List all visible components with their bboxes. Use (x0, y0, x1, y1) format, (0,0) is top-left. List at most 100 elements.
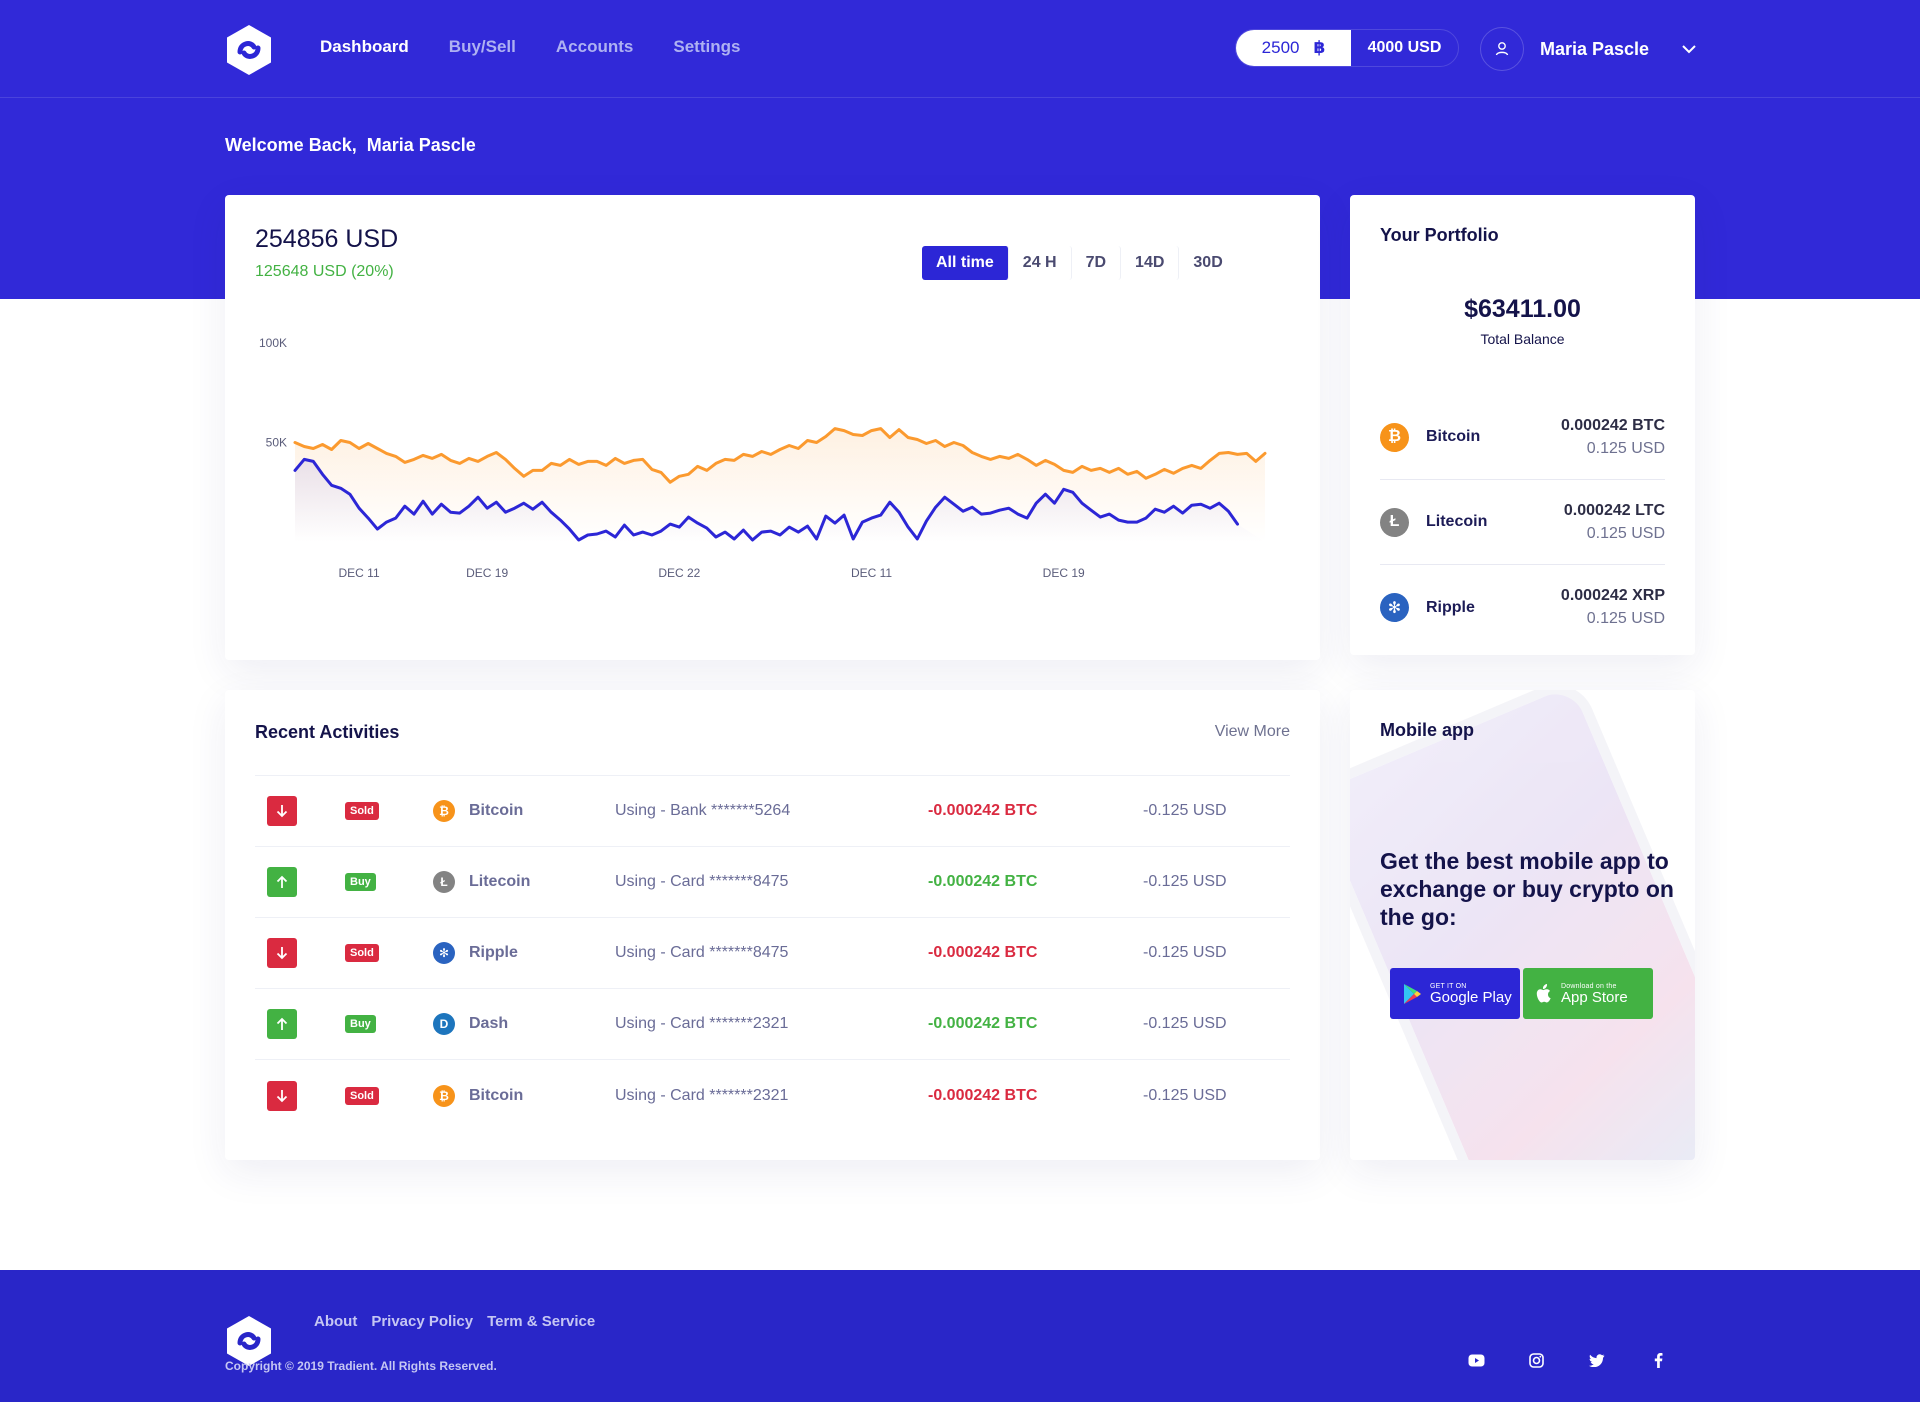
footer-logo[interactable] (225, 1315, 273, 1367)
price-chart: 100K 50K DEC 11 DEC 19 DEC 22 DEC 11 DEC 19 (259, 336, 1267, 580)
twitter-icon[interactable] (1587, 1350, 1607, 1370)
x-tick-label: DEC 19 (1043, 566, 1085, 580)
portfolio-card: Your Portfolio $63411.00 Total Balance ₿… (1350, 195, 1695, 655)
google-play-small: GET IT ON (1430, 982, 1467, 990)
dash-icon: D (433, 1013, 455, 1035)
portfolio-total-balance: $63411.00 (1464, 295, 1581, 323)
footer-link-terms[interactable]: Term & Service (487, 1313, 596, 1330)
asset-usd: 0.125 USD (1586, 610, 1665, 627)
range-all-time[interactable]: All time (922, 246, 1009, 280)
user-menu[interactable]: Maria Pascle (1480, 27, 1697, 71)
crypto-amount: -0.000242 BTC (928, 873, 1038, 890)
coin-name: Bitcoin (469, 1086, 524, 1104)
status-badge: Sold (345, 1086, 379, 1105)
balance-pill[interactable]: 2500 ฿ 4000 USD (1235, 29, 1459, 67)
user-name[interactable]: Maria Pascle (1540, 38, 1650, 59)
footer-links: About Privacy Policy Term & Service (314, 1313, 595, 1330)
activity-row[interactable]: Sold ₿ Bitcoin Using - Bank *******5264 … (255, 776, 1290, 847)
usd-amount: -0.125 USD (1143, 1086, 1227, 1104)
portfolio-total-label: Total Balance (1480, 331, 1565, 347)
google-play-icon (1404, 983, 1421, 1004)
balance-change: 125648 USD (20%) (255, 263, 394, 280)
asset-name: Litecoin (1426, 513, 1488, 530)
series-area-1 (295, 459, 1265, 542)
arrow-up-icon (267, 1009, 297, 1039)
status-badge: Buy (345, 873, 376, 891)
logo-icon (227, 1316, 271, 1366)
coin-name: Ripple (469, 944, 518, 961)
portfolio-asset-ripple[interactable]: ✻ Ripple 0.000242 XRP 0.125 USD (1380, 565, 1665, 650)
usd-amount: -0.125 USD (1143, 873, 1227, 890)
arrow-down-icon (267, 938, 297, 968)
welcome-greeting: Welcome Back, (225, 135, 357, 155)
coin-name: Dash (469, 1015, 509, 1032)
bitcoin-icon: ₿ (433, 1084, 455, 1107)
bitcoin-icon: ₿ (433, 800, 455, 822)
logo[interactable] (225, 24, 273, 76)
welcome-message: Welcome Back, Maria Pascle (225, 135, 476, 156)
youtube-icon[interactable] (1466, 1350, 1486, 1370)
mobile-app-card: Mobile app Get the best mobile app to ex… (1350, 690, 1695, 1160)
copyright: Copyright © 2019 Tradient. All Rights Re… (225, 1359, 497, 1373)
range-14d[interactable]: 14D (1121, 246, 1180, 280)
usd-balance: 4000 USD (1367, 39, 1442, 56)
google-play-button[interactable]: GET IT ON Google Play (1390, 968, 1520, 1019)
arrow-up-icon (267, 867, 297, 897)
activities-list: Sold ₿ Bitcoin Using - Bank *******5264 … (255, 775, 1290, 1131)
arrow-down-icon (267, 796, 297, 826)
app-store-button[interactable]: Download on the App Store (1523, 968, 1653, 1019)
asset-amount: 0.000242 XRP (1560, 587, 1665, 604)
welcome-name: Maria Pascle (366, 135, 476, 155)
mobile-app-title: Mobile app (1380, 720, 1474, 740)
user-icon (1495, 42, 1509, 56)
portfolio-asset-litecoin[interactable]: Ł Litecoin 0.000242 LTC 0.125 USD (1380, 480, 1665, 565)
footer: About Privacy Policy Term & Service Copy… (0, 1270, 1920, 1402)
payment-method: Using - Card *******2321 (615, 1015, 789, 1032)
balance-chart-card: 254856 USD 125648 USD (20%) All time 24 … (225, 195, 1320, 660)
status-badge: Buy (345, 1015, 376, 1033)
asset-name: Bitcoin (1426, 428, 1481, 445)
range-7d[interactable]: 7D (1072, 246, 1122, 280)
apple-icon (1536, 983, 1551, 1002)
google-play-label: Google Play (1430, 988, 1512, 1006)
coin-name: Bitcoin (469, 802, 524, 819)
facebook-icon[interactable] (1648, 1350, 1668, 1370)
btc-balance: 2500 ฿ (1236, 30, 1351, 66)
nav-dashboard[interactable]: Dashboard (320, 37, 409, 56)
usd-amount: -0.125 USD (1143, 944, 1227, 961)
litecoin-icon: Ł (433, 871, 455, 893)
y-tick-label: 100K (259, 336, 287, 350)
footer-link-privacy[interactable]: Privacy Policy (371, 1313, 474, 1330)
portfolio-asset-bitcoin[interactable]: ₿ Bitcoin 0.000242 BTC 0.125 USD (1380, 395, 1665, 480)
litecoin-icon: Ł (1380, 507, 1409, 537)
nav-accounts[interactable]: Accounts (555, 37, 634, 56)
nav-buy-sell[interactable]: Buy/Sell (448, 37, 516, 56)
bitcoin-icon: ฿ (1313, 38, 1326, 57)
activities-title: Recent Activities (255, 722, 400, 742)
crypto-amount: -0.000242 BTC (928, 802, 1038, 819)
range-24h[interactable]: 24 H (1009, 246, 1072, 280)
app-store-label: App Store (1561, 988, 1628, 1006)
asset-usd: 0.125 USD (1586, 524, 1665, 542)
activity-row[interactable]: Sold ₿ Bitcoin Using - Card *******2321 … (255, 1060, 1290, 1131)
btc-balance-amount: 2500 (1261, 38, 1300, 57)
activity-row[interactable]: Sold ✻ Ripple Using - Card *******8475 -… (255, 918, 1290, 989)
avatar[interactable] (1480, 27, 1524, 71)
instagram-icon[interactable] (1526, 1350, 1546, 1370)
chevron-down-icon[interactable] (1681, 41, 1697, 57)
payment-method: Using - Card *******2321 (615, 1086, 789, 1104)
recent-activities-card: Recent Activities View More Sold ₿ Bitco… (225, 690, 1320, 1160)
nav-settings[interactable]: Settings (673, 37, 741, 56)
payment-method: Using - Bank *******5264 (615, 802, 791, 819)
ripple-icon: ✻ (433, 942, 455, 964)
range-30d[interactable]: 30D (1179, 246, 1236, 280)
footer-link-about[interactable]: About (314, 1313, 358, 1330)
view-more-link[interactable]: View More (1214, 723, 1290, 740)
portfolio-assets: ₿ Bitcoin 0.000242 BTC 0.125 USD Ł Litec… (1380, 395, 1665, 650)
usd-amount: -0.125 USD (1143, 802, 1227, 819)
asset-usd: 0.125 USD (1586, 439, 1665, 457)
activity-row[interactable]: Buy Ł Litecoin Using - Card *******8475 … (255, 847, 1290, 918)
activity-row[interactable]: Buy D Dash Using - Card *******2321 -0.0… (255, 989, 1290, 1060)
portfolio-title: Your Portfolio (1380, 225, 1499, 245)
main-nav: Dashboard Buy/Sell Accounts Settings (320, 37, 740, 57)
